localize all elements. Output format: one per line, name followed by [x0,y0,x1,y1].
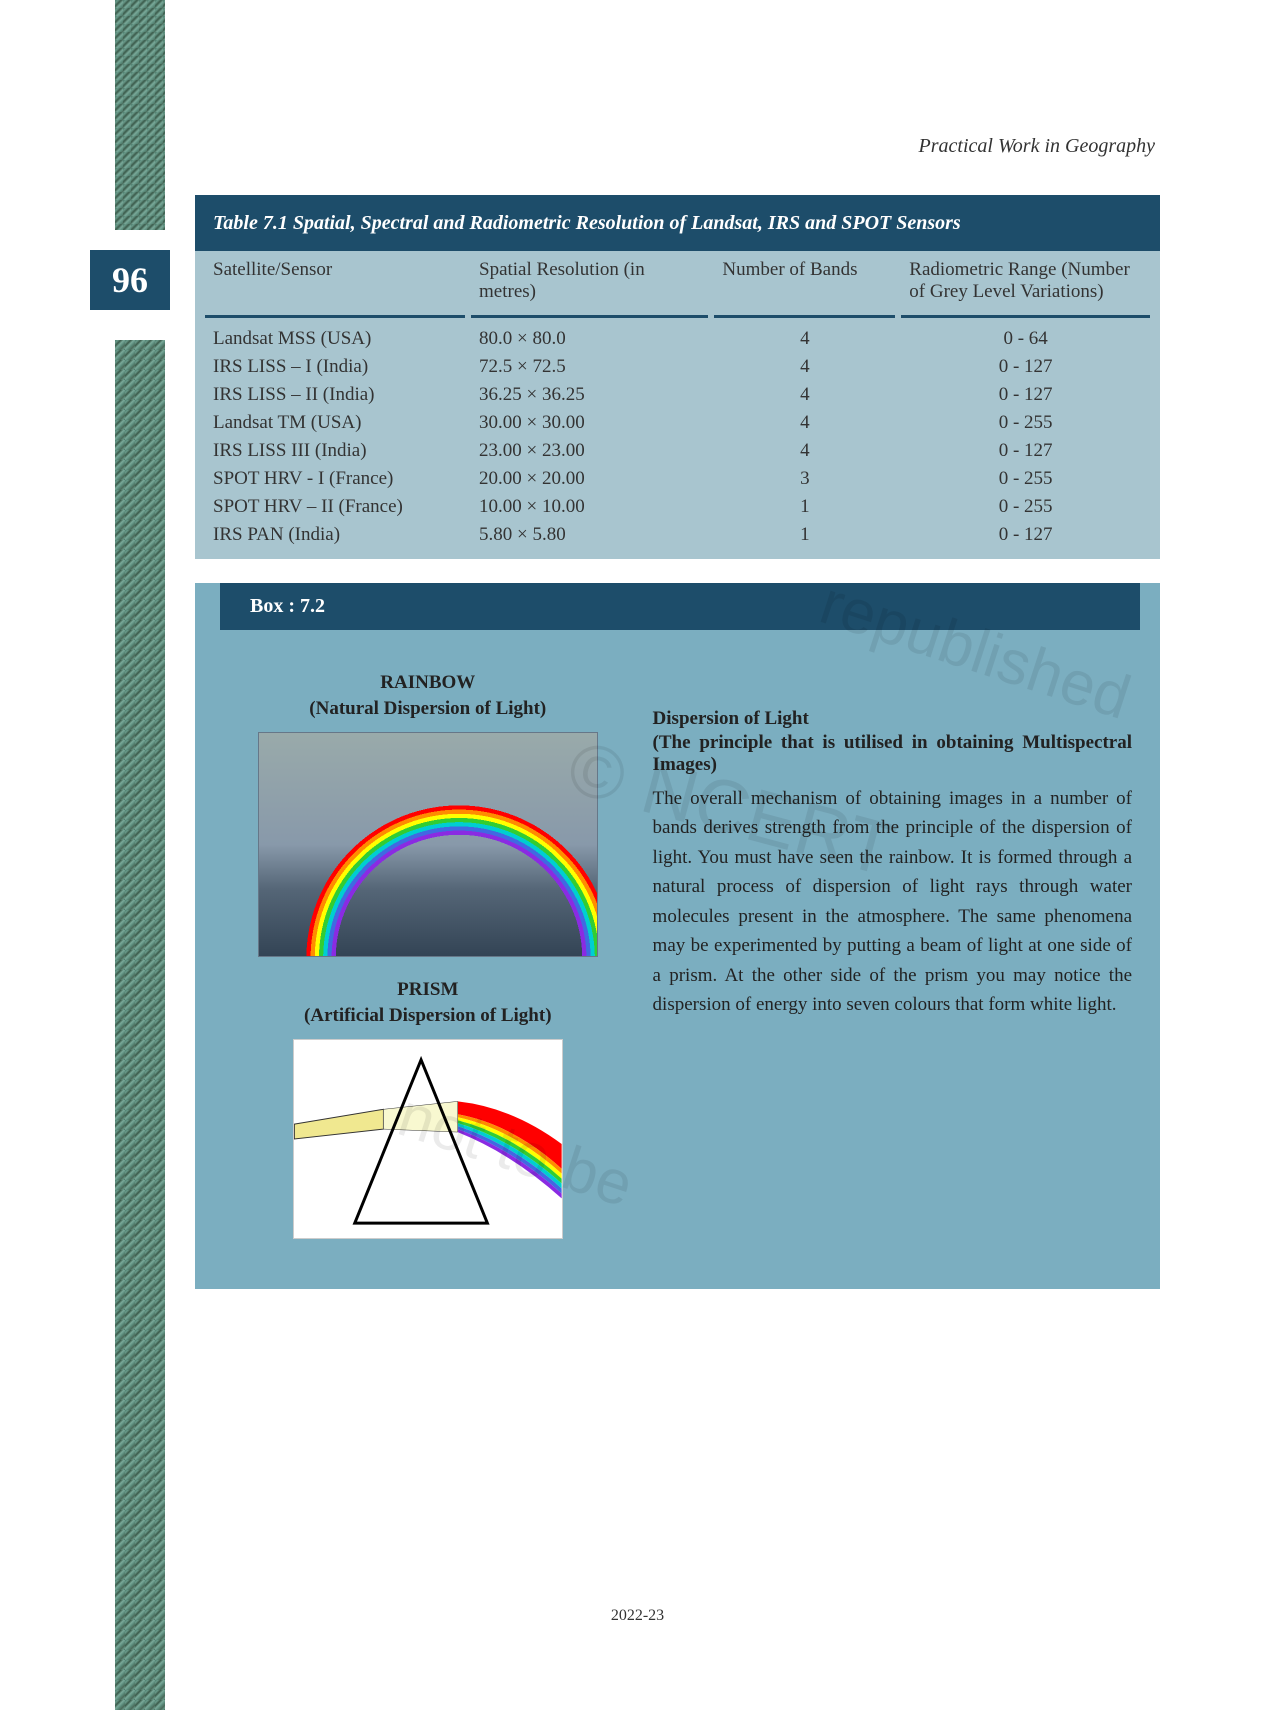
cell-sensor: Landsat TM (USA) [205,409,465,437]
cell-radio: 0 - 255 [901,493,1150,521]
col-header-spatial: Spatial Resolution (in metres) [471,251,708,317]
sidebar-texture-top [115,0,165,230]
table-row: IRS PAN (India)5.80 × 5.8010 - 127 [205,521,1150,549]
table-row: Landsat TM (USA)30.00 × 30.0040 - 255 [205,409,1150,437]
box-7-2: Box : 7.2 RAINBOW (Natural Dispersion of… [195,583,1160,1289]
rainbow-title: RAINBOW [223,672,633,694]
cell-radio: 0 - 127 [901,521,1150,549]
prism-subtitle: (Artificial Dispersion of Light) [223,1005,633,1027]
cell-spatial: 72.5 × 72.5 [471,353,708,381]
dispersion-text: The overall mechanism of obtaining image… [653,784,1132,1020]
page-content: Table 7.1 Spatial, Spectral and Radiomet… [195,195,1160,1289]
cell-sensor: IRS PAN (India) [205,521,465,549]
table-row: SPOT HRV - I (France)20.00 × 20.0030 - 2… [205,465,1150,493]
cell-bands: 1 [714,521,895,549]
page-number: 96 [90,250,170,310]
cell-sensor: SPOT HRV – II (France) [205,493,465,521]
cell-spatial: 20.00 × 20.00 [471,465,708,493]
cell-spatial: 30.00 × 30.00 [471,409,708,437]
cell-bands: 4 [714,353,895,381]
cell-bands: 4 [714,381,895,409]
cell-bands: 4 [714,317,895,353]
col-header-bands: Number of Bands [714,251,895,317]
cell-bands: 4 [714,437,895,465]
box-header: Box : 7.2 [220,583,1140,630]
cell-radio: 0 - 64 [901,317,1150,353]
box-right-column: Dispersion of Light (The principle that … [653,650,1132,1249]
sidebar-texture-bottom [115,340,165,1710]
cell-bands: 1 [714,493,895,521]
dispersion-title: Dispersion of Light [653,708,1132,730]
cell-bands: 4 [714,409,895,437]
box-left-column: RAINBOW (Natural Dispersion of Light) PR… [223,650,633,1249]
cell-sensor: IRS LISS III (India) [205,437,465,465]
cell-sensor: IRS LISS – I (India) [205,353,465,381]
table-row: IRS LISS III (India)23.00 × 23.0040 - 12… [205,437,1150,465]
cell-radio: 0 - 127 [901,353,1150,381]
cell-spatial: 80.0 × 80.0 [471,317,708,353]
footer-year: 2022-23 [0,1607,1275,1625]
table-row: IRS LISS – I (India)72.5 × 72.540 - 127 [205,353,1150,381]
cell-sensor: SPOT HRV - I (France) [205,465,465,493]
table-header-row: Satellite/Sensor Spatial Resolution (in … [205,251,1150,317]
col-header-sensor: Satellite/Sensor [205,251,465,317]
cell-radio: 0 - 255 [901,409,1150,437]
cell-spatial: 10.00 × 10.00 [471,493,708,521]
cell-sensor: IRS LISS – II (India) [205,381,465,409]
box-body: RAINBOW (Natural Dispersion of Light) PR… [195,630,1160,1259]
cell-spatial: 5.80 × 5.80 [471,521,708,549]
rainbow-arc-icon [258,738,598,957]
cell-bands: 3 [714,465,895,493]
cell-sensor: Landsat MSS (USA) [205,317,465,353]
cell-radio: 0 - 255 [901,465,1150,493]
book-title-header: Practical Work in Geography [919,135,1155,158]
table-row: Landsat MSS (USA)80.0 × 80.040 - 64 [205,317,1150,353]
prism-title: PRISM [223,979,633,1001]
col-header-radio: Radiometric Range (Number of Grey Level … [901,251,1150,317]
table-7-1: Table 7.1 Spatial, Spectral and Radiomet… [195,195,1160,559]
table-title: Table 7.1 Spatial, Spectral and Radiomet… [195,195,1160,251]
cell-radio: 0 - 127 [901,437,1150,465]
prism-image [293,1039,563,1239]
cell-radio: 0 - 127 [901,381,1150,409]
rainbow-subtitle: (Natural Dispersion of Light) [223,698,633,720]
cell-spatial: 36.25 × 36.25 [471,381,708,409]
resolution-table: Satellite/Sensor Spatial Resolution (in … [195,251,1160,559]
cell-spatial: 23.00 × 23.00 [471,437,708,465]
prism-diagram-icon [294,1040,562,1238]
dispersion-subtitle: (The principle that is utilised in obtai… [653,732,1132,776]
table-row: IRS LISS – II (India)36.25 × 36.2540 - 1… [205,381,1150,409]
table-row: SPOT HRV – II (France)10.00 × 10.0010 - … [205,493,1150,521]
rainbow-image [258,732,598,957]
